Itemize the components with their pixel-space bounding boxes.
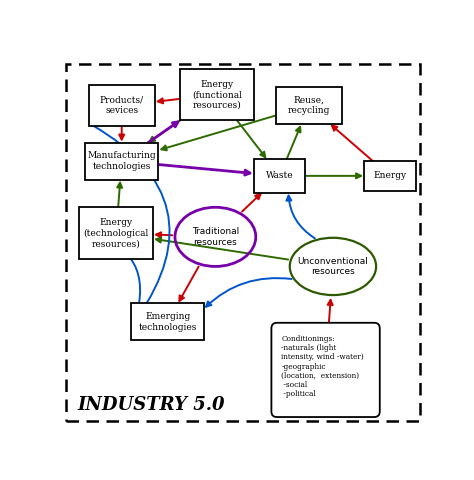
FancyBboxPatch shape	[80, 207, 153, 259]
FancyBboxPatch shape	[364, 161, 416, 191]
FancyBboxPatch shape	[272, 323, 380, 417]
Text: Reuse,
recycling: Reuse, recycling	[288, 96, 330, 115]
FancyBboxPatch shape	[85, 143, 158, 180]
Text: Energy
(functional
resources): Energy (functional resources)	[192, 80, 242, 109]
FancyBboxPatch shape	[276, 87, 342, 124]
Text: Energy: Energy	[374, 171, 406, 180]
Text: Emerging
technologies: Emerging technologies	[138, 312, 197, 332]
Text: Waste: Waste	[266, 171, 293, 180]
Text: Conditionings:
-naturals (light
intensity, wind -water)
-geographic
(location,  : Conditionings: -naturals (light intensit…	[281, 335, 364, 398]
Text: Energy
(technological
resources): Energy (technological resources)	[83, 218, 149, 248]
Text: Traditional
resources: Traditional resources	[192, 227, 239, 247]
FancyBboxPatch shape	[181, 69, 254, 120]
Text: Manufacturing
technologies: Manufacturing technologies	[87, 151, 156, 171]
FancyBboxPatch shape	[131, 303, 204, 340]
Text: Products/
sevices: Products/ sevices	[100, 96, 144, 115]
FancyBboxPatch shape	[254, 159, 305, 192]
FancyBboxPatch shape	[89, 85, 155, 126]
Text: INDUSTRY 5.0: INDUSTRY 5.0	[78, 396, 225, 414]
Text: Unconventional
resources: Unconventional resources	[298, 257, 368, 276]
